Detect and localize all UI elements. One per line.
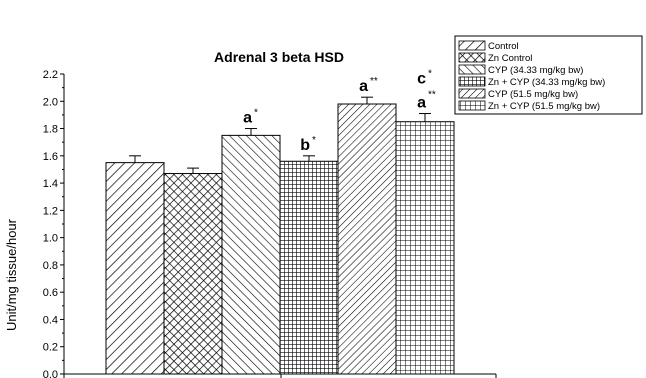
chart-title: Adrenal 3 beta HSD <box>214 49 344 65</box>
y-tick-label: 0.8 <box>43 260 58 272</box>
y-axis-label: Unit/mg tissue/hour <box>4 218 19 331</box>
bar <box>279 160 339 375</box>
significance-stars: * <box>254 108 258 119</box>
y-tick-label: 1.8 <box>43 124 58 136</box>
legend-swatch <box>458 52 486 63</box>
y-tick-label: 1.4 <box>43 178 58 190</box>
legend-box <box>454 35 643 115</box>
y-tick-label: 0.4 <box>43 314 58 326</box>
y-tick-label: 2.2 <box>43 69 58 81</box>
bar <box>337 103 397 375</box>
legend-label: CYP (51.5 mg/kg bw) <box>488 89 578 100</box>
bar <box>163 173 223 375</box>
bar <box>105 162 165 375</box>
bars-group <box>105 96 455 375</box>
legend-label: CYP (34.33 mg/kg bw) <box>488 65 583 76</box>
y-tick-label: 0.2 <box>43 342 58 354</box>
legend-swatch <box>458 76 486 87</box>
y-tick-label: 1.0 <box>43 233 58 245</box>
y-tick-label: 2.0 <box>43 96 58 108</box>
y-axis-ticks: 0.0 0.2 0.4 0.6 0.8 1.0 1.2 1.4 1.6 1.8 2.0 2.2 <box>43 69 64 378</box>
y-tick-label: 1.2 <box>43 205 58 217</box>
bar <box>395 121 455 375</box>
significance-letter: a <box>359 78 368 95</box>
significance-letter: b <box>300 137 310 154</box>
legend-swatch <box>458 40 486 51</box>
significance-letter: a <box>243 110 252 127</box>
legend-swatch <box>458 88 486 99</box>
y-tick-label: 0.0 <box>43 369 58 378</box>
legend-swatch <box>458 64 486 75</box>
bar-annotations: a *b *a ** c ***a <box>243 69 436 154</box>
legend-label: Zn + CYP (34.33 mg/kg bw) <box>488 77 605 88</box>
y-tick-label: 1.6 <box>43 151 58 163</box>
legend-swatch <box>458 100 486 111</box>
legend-label: Control <box>488 41 519 52</box>
significance-stars: * <box>428 69 432 80</box>
significance-letter: a <box>417 95 426 112</box>
significance-stars: ** <box>370 76 378 87</box>
y-tick-label: 0.6 <box>43 287 58 299</box>
bar <box>221 134 281 375</box>
legend-label: Zn Control <box>488 53 532 64</box>
significance-stars: * <box>312 135 316 146</box>
legend-label: Zn + CYP (51.5 mg/kg bw) <box>488 101 600 112</box>
significance-stars: ** <box>428 90 436 101</box>
significance-letter: c <box>417 71 426 88</box>
